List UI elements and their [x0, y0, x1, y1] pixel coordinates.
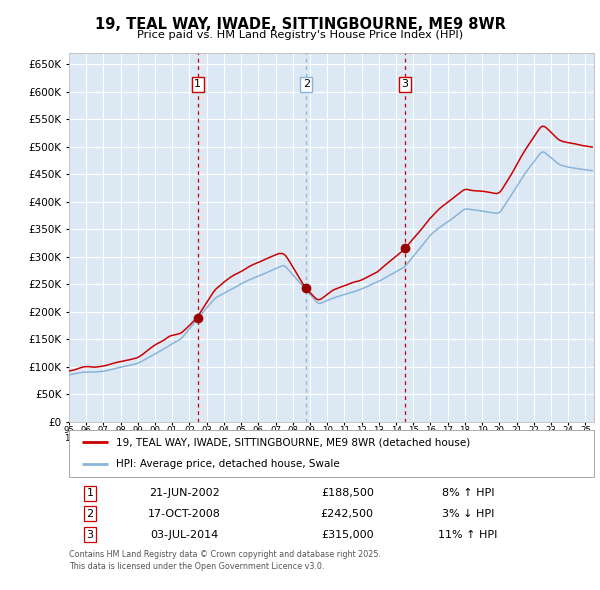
Text: £315,000: £315,000 — [321, 530, 374, 540]
Text: HPI: Average price, detached house, Swale: HPI: Average price, detached house, Swal… — [116, 459, 340, 469]
Text: £188,500: £188,500 — [321, 489, 374, 499]
Text: Contains HM Land Registry data © Crown copyright and database right 2025.
This d: Contains HM Land Registry data © Crown c… — [69, 550, 381, 571]
Text: Price paid vs. HM Land Registry's House Price Index (HPI): Price paid vs. HM Land Registry's House … — [137, 30, 463, 40]
Text: 03-JUL-2014: 03-JUL-2014 — [151, 530, 218, 540]
Text: 3: 3 — [86, 530, 94, 540]
Text: 19, TEAL WAY, IWADE, SITTINGBOURNE, ME9 8WR (detached house): 19, TEAL WAY, IWADE, SITTINGBOURNE, ME9 … — [116, 437, 470, 447]
Text: 3: 3 — [401, 80, 408, 90]
Text: 1: 1 — [86, 489, 94, 499]
Text: 3% ↓ HPI: 3% ↓ HPI — [442, 509, 494, 519]
Text: 17-OCT-2008: 17-OCT-2008 — [148, 509, 221, 519]
Text: 2: 2 — [303, 80, 310, 90]
Text: 2: 2 — [86, 509, 94, 519]
Text: £242,500: £242,500 — [321, 509, 374, 519]
Text: 11% ↑ HPI: 11% ↑ HPI — [439, 530, 497, 540]
Text: 1: 1 — [194, 80, 201, 90]
Text: 8% ↑ HPI: 8% ↑ HPI — [442, 489, 494, 499]
Text: 19, TEAL WAY, IWADE, SITTINGBOURNE, ME9 8WR: 19, TEAL WAY, IWADE, SITTINGBOURNE, ME9 … — [95, 17, 505, 31]
Text: 21-JUN-2002: 21-JUN-2002 — [149, 489, 220, 499]
